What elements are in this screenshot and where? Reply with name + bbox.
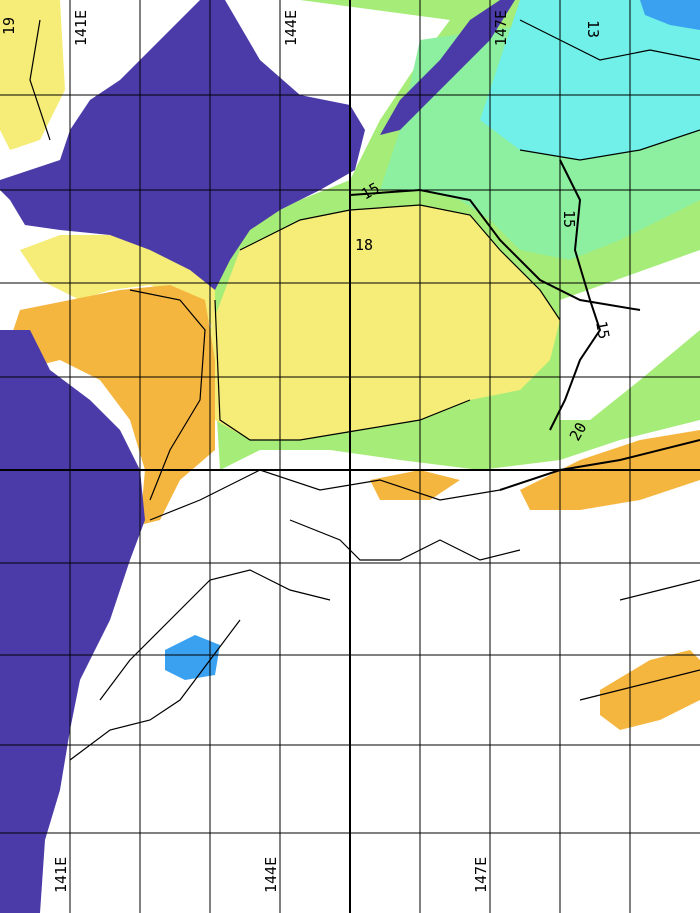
bottom-lon-label-141e: 141E (52, 857, 70, 893)
longitude-labels: 141E 144E 147E 141E 144E 147E (52, 10, 510, 893)
top-lon-label-144e: 144E (282, 10, 300, 46)
contour-line (149, 469, 501, 521)
orange-patch-southeast (600, 650, 700, 730)
contour-line (549, 159, 602, 431)
contour-label: 13 (584, 20, 602, 38)
yellow-field (210, 205, 560, 440)
contour-line (129, 289, 206, 501)
blue-patch-south (165, 635, 220, 680)
orange-patch-center (370, 470, 460, 500)
contour-line (619, 579, 700, 601)
contour-line (519, 129, 700, 161)
land-honshu (0, 0, 365, 290)
contour-line (29, 19, 51, 141)
contour-line (519, 19, 700, 61)
top-lon-label-147e: 147E (492, 10, 510, 46)
bottom-lon-label-144e: 144E (262, 857, 280, 893)
contour-line (499, 439, 700, 491)
contour-label: 19 (0, 17, 18, 35)
contour-line (579, 669, 700, 701)
contour-line (69, 619, 241, 761)
contour-label: 15 (592, 320, 613, 341)
contour-label: 18 (355, 236, 373, 254)
top-lon-label-141e: 141E (72, 10, 90, 46)
land-coast-south (0, 330, 145, 913)
contour-line (99, 569, 331, 701)
land-mask (0, 0, 515, 913)
bottom-lon-label-147e: 147E (472, 857, 490, 893)
contour-label: 15 (560, 210, 578, 228)
cyan-field (480, 0, 700, 160)
yellow-field-northwest (0, 0, 65, 150)
contour-line (289, 519, 521, 561)
land-strip-north (380, 0, 515, 135)
blue-field (640, 0, 700, 30)
